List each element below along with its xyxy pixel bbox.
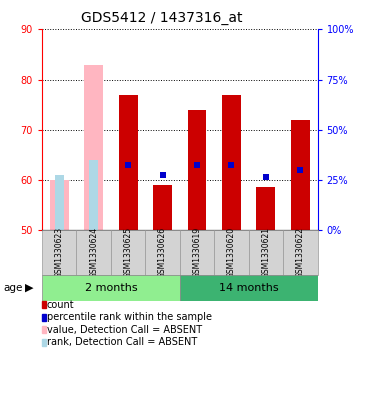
Text: rank, Detection Call = ABSENT: rank, Detection Call = ABSENT <box>47 337 197 347</box>
Text: 2 months: 2 months <box>85 283 137 293</box>
Bar <box>180 230 214 275</box>
Bar <box>222 95 241 230</box>
Text: GSM1330623: GSM1330623 <box>55 227 64 278</box>
Text: ▶: ▶ <box>25 283 33 293</box>
Bar <box>119 95 138 230</box>
Text: count: count <box>47 299 74 310</box>
Text: GSM1330619: GSM1330619 <box>192 227 201 278</box>
Bar <box>180 275 318 301</box>
Text: percentile rank within the sample: percentile rank within the sample <box>47 312 212 322</box>
Text: GSM1330620: GSM1330620 <box>227 227 236 278</box>
Bar <box>249 230 283 275</box>
Bar <box>42 230 76 275</box>
Text: GSM1330626: GSM1330626 <box>158 227 167 278</box>
Bar <box>291 119 310 230</box>
Text: GSM1330625: GSM1330625 <box>124 227 132 278</box>
Bar <box>111 230 145 275</box>
Bar <box>89 160 98 230</box>
Bar <box>188 110 207 230</box>
Text: age: age <box>4 283 23 293</box>
Bar <box>42 275 180 301</box>
Text: 14 months: 14 months <box>219 283 278 293</box>
Bar <box>50 180 69 230</box>
Text: value, Detection Call = ABSENT: value, Detection Call = ABSENT <box>47 325 202 335</box>
Text: GSM1330622: GSM1330622 <box>296 227 305 278</box>
Text: GSM1330621: GSM1330621 <box>261 227 270 278</box>
Bar <box>55 175 64 230</box>
Text: GDS5412 / 1437316_at: GDS5412 / 1437316_at <box>81 11 242 25</box>
Bar <box>153 185 172 230</box>
Bar <box>283 230 318 275</box>
Bar <box>145 230 180 275</box>
Bar <box>214 230 249 275</box>
Text: GSM1330624: GSM1330624 <box>89 227 98 278</box>
Bar <box>84 64 103 230</box>
Bar <box>76 230 111 275</box>
Bar <box>256 187 275 230</box>
